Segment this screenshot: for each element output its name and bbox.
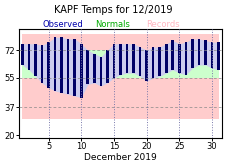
Bar: [145, 50, 147, 81]
Bar: [190, 39, 193, 68]
Bar: [86, 50, 89, 84]
Bar: [54, 37, 56, 91]
Bar: [27, 44, 30, 70]
Bar: [80, 44, 82, 98]
Text: Observed: Observed: [43, 20, 83, 29]
Bar: [197, 39, 199, 65]
X-axis label: December 2019: December 2019: [84, 153, 156, 162]
Bar: [119, 44, 121, 75]
Bar: [158, 47, 160, 76]
Text: KAPF Temps for 12/2019: KAPF Temps for 12/2019: [54, 5, 171, 15]
Text: Records: Records: [145, 20, 179, 29]
Bar: [132, 44, 134, 73]
Bar: [92, 53, 95, 83]
Bar: [21, 44, 24, 65]
Bar: [73, 39, 76, 96]
Bar: [177, 44, 180, 73]
Bar: [34, 44, 37, 76]
Bar: [203, 41, 206, 65]
Bar: [171, 41, 173, 70]
Bar: [40, 45, 43, 83]
Bar: [210, 42, 212, 68]
Bar: [112, 44, 115, 78]
Bar: [216, 42, 219, 70]
Bar: [151, 47, 154, 78]
Bar: [164, 44, 167, 73]
Bar: [60, 37, 63, 93]
Bar: [184, 42, 186, 75]
Bar: [67, 39, 69, 94]
Bar: [47, 42, 50, 88]
Bar: [138, 47, 141, 76]
Bar: [106, 50, 108, 83]
Bar: [125, 44, 128, 73]
Bar: [99, 57, 102, 86]
Text: Normals: Normals: [95, 20, 130, 29]
